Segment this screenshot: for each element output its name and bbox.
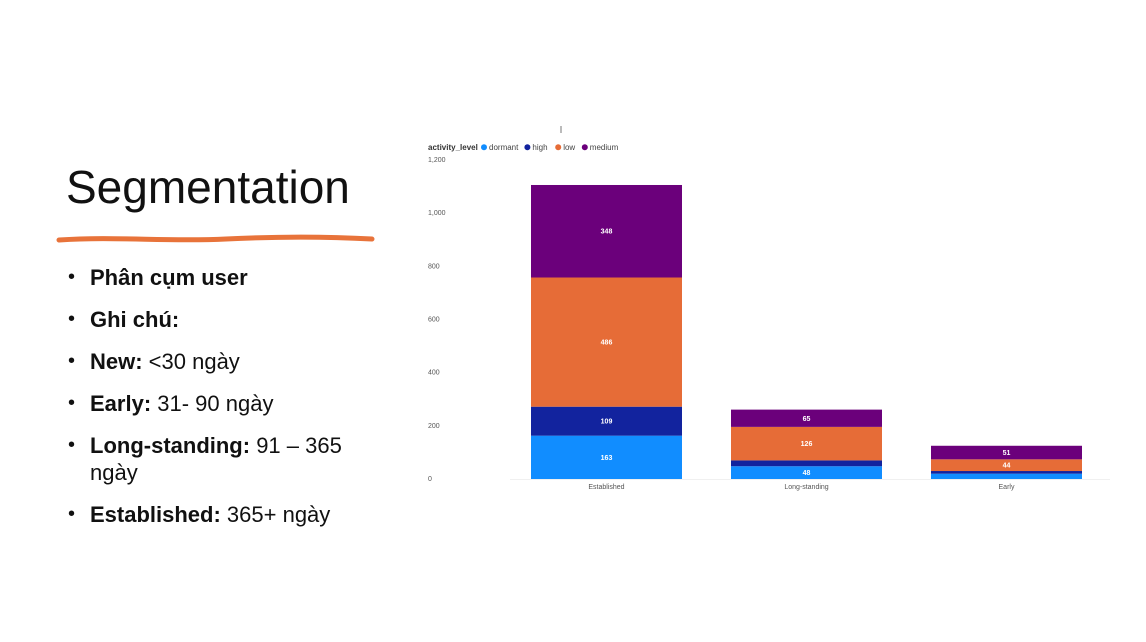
data-label: 65	[803, 416, 811, 423]
bullet-term: New:	[90, 349, 143, 374]
slide-title: Segmentation	[66, 161, 350, 213]
data-label: 44	[1003, 463, 1011, 470]
bullet-text: 31- 90 ngày	[151, 391, 274, 416]
bullet-term: Early:	[90, 391, 152, 416]
bullet-text: <30 ngày	[142, 349, 240, 374]
bullet-item: Long-standing: 91 – 365 ngày	[68, 432, 388, 486]
legend-label-dormant: dormant	[489, 143, 519, 152]
bullet-list: Phân cụm user Ghi chú: New: <30 ngày Early:…	[68, 264, 388, 543]
bar-segment-high	[531, 406, 682, 436]
y-tick-label: 400	[428, 370, 440, 377]
stacked-bar-chart: activity_level dormant high low medium 0 200 40…	[428, 126, 1110, 491]
bullet-term: Ghi chú:	[90, 307, 180, 332]
bullet-term: Long-standing:	[90, 433, 251, 458]
y-tick-label: 200	[428, 423, 440, 430]
bar-segment-high	[731, 460, 882, 467]
legend-label-low: low	[563, 143, 575, 152]
bullet-term: Phân cụm user	[90, 265, 248, 290]
x-tick-label: Early	[999, 484, 1015, 491]
legend-marker-high	[524, 144, 531, 151]
bullet-item: Early: 31- 90 ngày	[68, 390, 388, 417]
y-tick-label: 1,000	[428, 210, 446, 217]
data-label: 348	[601, 229, 613, 236]
bar-segment-medium	[931, 445, 1082, 460]
data-label: 109	[601, 419, 613, 426]
data-label: 51	[1003, 450, 1011, 457]
data-label: 126	[801, 441, 813, 448]
bar-segment-medium	[731, 409, 882, 427]
legend-marker-dormant	[481, 144, 487, 151]
data-label: 48	[803, 470, 811, 477]
underline-stroke	[56, 234, 375, 243]
legend-marker-medium	[581, 144, 588, 151]
bar-segment-low	[731, 426, 882, 461]
data-label: 163	[601, 455, 613, 462]
y-tick-label: 0	[428, 476, 432, 483]
bullet-item: Established: 365+ ngày	[68, 501, 388, 528]
bar-segment-dormant	[931, 473, 1082, 479]
bullet-item: Ghi chú:	[68, 306, 388, 333]
bar-segment-high	[931, 471, 1082, 474]
bullet-term: Established:	[90, 502, 221, 527]
data-label: 486	[601, 340, 613, 347]
bar-segment-medium	[531, 184, 682, 278]
y-tick-label: 800	[428, 263, 440, 270]
bar-segment-low	[531, 277, 682, 407]
bar-segment-low	[931, 459, 1082, 472]
legend-title: activity_level	[428, 143, 478, 152]
x-tick-label: Long-standing	[784, 484, 828, 491]
y-tick-label: 1,200	[428, 157, 446, 164]
bar-segment-dormant	[731, 466, 882, 479]
title-underline	[56, 234, 375, 243]
bullet-text: 91 – 365 ngày	[90, 433, 342, 485]
x-tick-label: Established	[588, 484, 624, 491]
legend-marker-low	[555, 144, 562, 151]
bullet-item: New: <30 ngày	[68, 348, 388, 375]
y-tick-label: 600	[428, 317, 440, 324]
bullet-text: 365+ ngày	[220, 502, 331, 527]
legend-label-medium: medium	[590, 143, 619, 152]
bullet-item: Phân cụm user	[68, 264, 388, 291]
legend-label-high: high	[532, 143, 547, 152]
bar-segment-dormant	[531, 435, 682, 479]
